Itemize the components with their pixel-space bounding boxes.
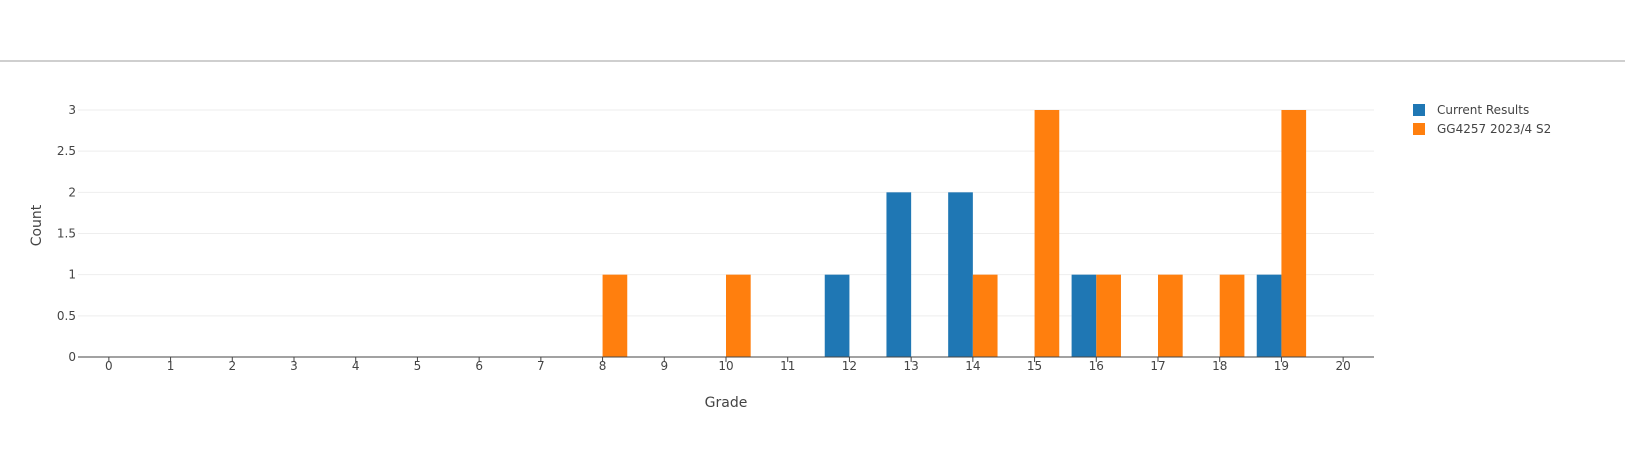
- bar-gg4257-grade-14[interactable]: [972, 274, 998, 357]
- legend-item-gg4257[interactable]: GG4257 2023/4 S2: [1413, 122, 1551, 136]
- x-tick-label: 15: [1027, 359, 1042, 373]
- x-tick-label: 1: [167, 359, 175, 373]
- x-tick-label: 14: [965, 359, 980, 373]
- x-tick-label: 20: [1336, 359, 1351, 373]
- y-tick-label: 0.5: [57, 309, 76, 323]
- x-tick-label: 5: [414, 359, 422, 373]
- bar-current-results-grade-12[interactable]: [824, 274, 850, 357]
- bar-gg4257-grade-15[interactable]: [1034, 110, 1060, 357]
- bar-gg4257-grade-8[interactable]: [602, 274, 628, 357]
- legend[interactable]: Current Results GG4257 2023/4 S2: [1413, 103, 1551, 136]
- y-tick-label: 2: [68, 185, 76, 199]
- x-tick-label: 0: [105, 359, 113, 373]
- bar-gg4257-grade-19[interactable]: [1281, 110, 1307, 357]
- y-tick-label: 0: [68, 350, 76, 364]
- x-tick-label: 6: [475, 359, 483, 373]
- legend-label: Current Results: [1437, 103, 1529, 117]
- bar-current-results-grade-16[interactable]: [1071, 274, 1097, 357]
- x-tick-label: 3: [290, 359, 298, 373]
- legend-swatch: [1413, 104, 1425, 116]
- x-tick-label: 12: [842, 359, 857, 373]
- bar-gg4257-grade-17[interactable]: [1158, 274, 1183, 357]
- x-tick-label: 2: [228, 359, 236, 373]
- x-tick-label: 17: [1150, 359, 1165, 373]
- bar-current-results-grade-14[interactable]: [948, 192, 973, 357]
- x-tick-label: 8: [599, 359, 607, 373]
- bar-current-results-grade-19[interactable]: [1256, 274, 1282, 357]
- x-tick-label: 18: [1212, 359, 1227, 373]
- legend-item-current-results[interactable]: Current Results: [1413, 103, 1529, 117]
- x-tick-label: 19: [1274, 359, 1289, 373]
- legend-swatch: [1413, 123, 1425, 135]
- x-axis-title: Grade: [705, 395, 748, 411]
- x-tick-label: 7: [537, 359, 545, 373]
- bar-current-results-grade-13[interactable]: [886, 192, 912, 357]
- x-tick-label: 13: [904, 359, 919, 373]
- bars: [602, 110, 1307, 357]
- legend-label: GG4257 2023/4 S2: [1437, 122, 1551, 136]
- x-tick-label: 11: [780, 359, 795, 373]
- x-tick-label: 9: [660, 359, 668, 373]
- y-tick-label: 2.5: [57, 144, 76, 158]
- y-tick-label: 1: [68, 268, 76, 282]
- x-tick-label: 10: [718, 359, 733, 373]
- x-tick-label: 16: [1089, 359, 1104, 373]
- x-tick-label: 4: [352, 359, 360, 373]
- y-axis-title: Count: [29, 204, 45, 246]
- y-tick-label: 1.5: [57, 227, 76, 241]
- bar-gg4257-grade-10[interactable]: [726, 274, 751, 357]
- y-tick-label: 3: [68, 103, 76, 117]
- top-bar: [0, 0, 1625, 62]
- bar-gg4257-grade-16[interactable]: [1096, 274, 1121, 357]
- axes: 00.511.522.530 1 2 3 4 5 6 7 8 9 10 11 12 13 14 15 16 17 1…: [57, 103, 1374, 373]
- bar-gg4257-grade-18[interactable]: [1219, 274, 1245, 357]
